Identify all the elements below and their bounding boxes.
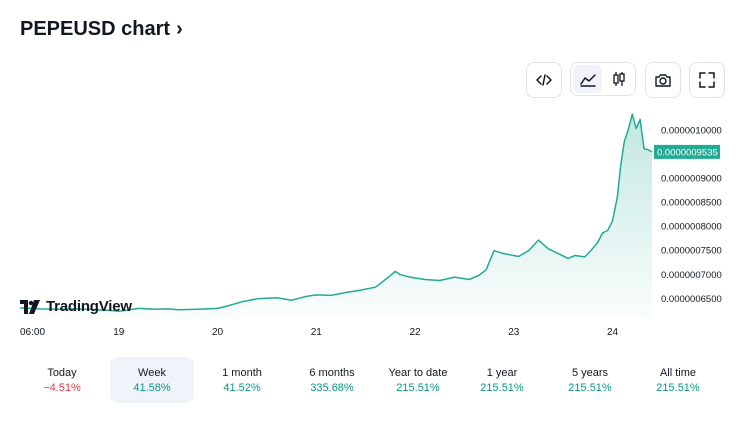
x-axis: 06:00 19 20 21 22 23 24 bbox=[20, 327, 618, 338]
embed-button[interactable] bbox=[526, 62, 562, 98]
range-tab-change: 215.51% bbox=[568, 382, 612, 394]
x-tick-label: 19 bbox=[113, 327, 125, 338]
tradingview-logo-text: TradingView bbox=[46, 298, 132, 315]
range-tab-change: 41.58% bbox=[133, 382, 171, 394]
range-tab-label: 5 years bbox=[571, 367, 609, 379]
candlestick-button[interactable] bbox=[604, 65, 633, 93]
x-tick-label: 24 bbox=[607, 327, 619, 338]
y-tick-label: 0.0000010000 bbox=[661, 126, 722, 137]
y-tick-label: 0.0000008500 bbox=[661, 198, 722, 209]
x-tick-label: 22 bbox=[409, 327, 421, 338]
x-tick-label: 06:00 bbox=[20, 327, 45, 338]
price-line bbox=[19, 113, 653, 313]
y-tick-label: 0.0000009000 bbox=[661, 174, 722, 185]
range-tab-change: 215.51% bbox=[480, 382, 524, 394]
chart-title-link[interactable]: PEPEUSD chart › bbox=[20, 18, 183, 41]
range-tab-label: All time bbox=[659, 367, 697, 379]
embed-code-icon bbox=[536, 74, 552, 86]
range-tab[interactable]: 6 months 335.68% bbox=[290, 357, 374, 403]
y-tick-label: 0.0000006500 bbox=[661, 294, 722, 305]
camera-icon bbox=[655, 74, 671, 87]
range-tab-change: −4.51% bbox=[43, 382, 81, 394]
range-tab-label: Today bbox=[47, 367, 77, 379]
range-tab-label: 1 year bbox=[486, 367, 518, 379]
range-tab[interactable]: 1 year 215.51% bbox=[460, 357, 544, 403]
range-tab-label: Year to date bbox=[388, 367, 448, 379]
snapshot-button[interactable] bbox=[645, 62, 681, 98]
last-price-tag-bg bbox=[654, 144, 720, 159]
price-chart[interactable]: 0.0000010000 0.0000009000 0.0000008500 0.00… bbox=[0, 100, 750, 350]
range-tab[interactable]: Week 41.58% bbox=[110, 357, 194, 403]
page-title: PEPEUSD chart bbox=[20, 18, 171, 40]
area-chart-button[interactable] bbox=[573, 65, 602, 93]
range-tab-label: 1 month bbox=[222, 367, 262, 379]
range-tab[interactable]: 5 years 215.51% bbox=[548, 357, 632, 403]
y-tick-label: 0.0000008000 bbox=[661, 222, 722, 233]
tradingview-mark-icon bbox=[20, 299, 40, 314]
range-tab-change: 215.51% bbox=[396, 382, 440, 394]
last-price-tag: 0.0000009535 bbox=[654, 144, 720, 159]
last-price-label: 0.0000009535 bbox=[657, 147, 718, 158]
range-tab-label: Week bbox=[138, 367, 166, 379]
tradingview-logo[interactable]: TradingView bbox=[20, 298, 132, 315]
range-tab[interactable]: Today −4.51% bbox=[20, 357, 104, 403]
range-tab[interactable]: Year to date 215.51% bbox=[376, 357, 460, 403]
x-tick-label: 21 bbox=[311, 327, 323, 338]
y-tick-label: 0.0000007500 bbox=[661, 246, 722, 257]
chevron-right-icon: › bbox=[176, 18, 183, 40]
range-tab-change: 41.52% bbox=[223, 382, 261, 394]
x-tick-label: 20 bbox=[212, 327, 224, 338]
fullscreen-button[interactable] bbox=[689, 62, 725, 98]
range-tabs: Today −4.51% Week 41.58% 1 month 41.52% 6 mont… bbox=[20, 357, 730, 403]
y-axis: 0.0000010000 0.0000009000 0.0000008500 0.00… bbox=[661, 126, 722, 305]
candlestick-icon bbox=[612, 72, 625, 86]
y-tick-label: 0.0000007000 bbox=[661, 270, 722, 281]
range-tab-change: 215.51% bbox=[656, 382, 700, 394]
fullscreen-icon bbox=[699, 72, 715, 88]
area-chart-icon bbox=[579, 74, 596, 87]
range-tab[interactable]: 1 month 41.52% bbox=[200, 357, 284, 403]
x-tick-label: 23 bbox=[508, 327, 520, 338]
price-area-fill bbox=[20, 114, 652, 318]
chart-style-switch bbox=[570, 62, 636, 96]
range-tab-change: 335.68% bbox=[310, 382, 354, 394]
range-tab-label: 6 months bbox=[309, 367, 355, 379]
range-tab[interactable]: All time 215.51% bbox=[636, 357, 720, 403]
